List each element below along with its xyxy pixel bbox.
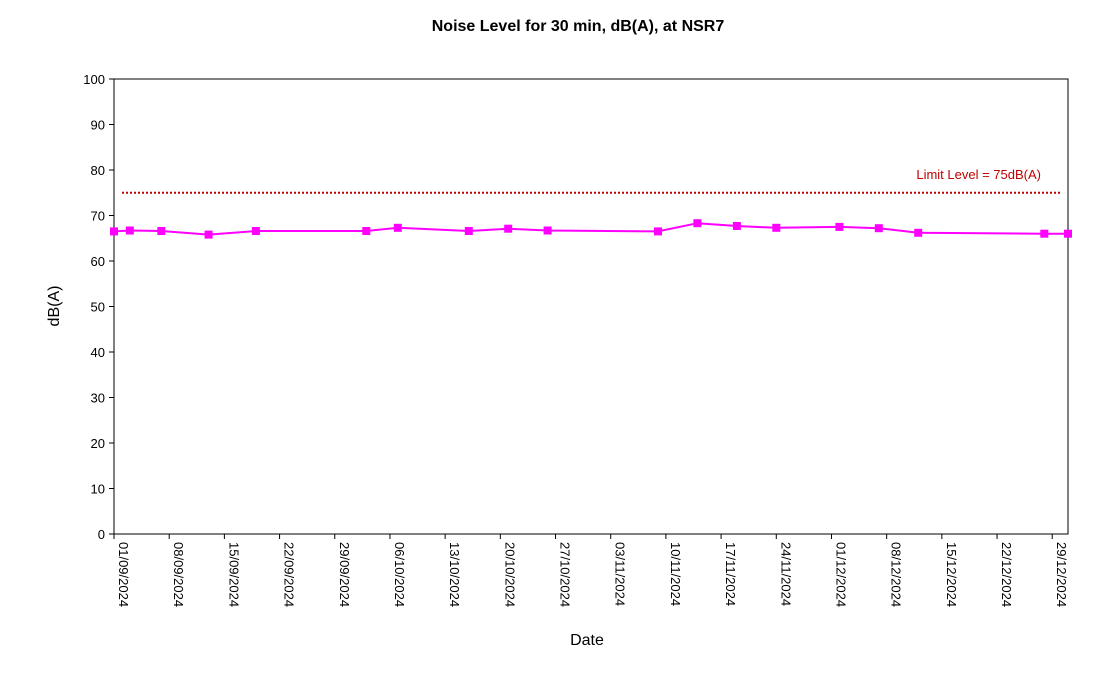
x-tick-label: 01/09/2024 <box>116 542 131 607</box>
data-point-marker <box>874 224 883 233</box>
x-tick-label: 06/10/2024 <box>392 542 407 607</box>
x-tick-label: 08/12/2024 <box>889 542 904 607</box>
plot-area <box>113 78 1069 535</box>
data-point-marker <box>835 222 844 231</box>
x-axis-label: Date <box>570 632 604 649</box>
y-tick-label: 30 <box>91 391 105 406</box>
data-point-marker <box>543 226 552 235</box>
y-tick-label: 80 <box>91 163 105 178</box>
x-tick-label: 29/12/2024 <box>1054 542 1069 607</box>
y-tick-label: 60 <box>91 254 105 269</box>
data-point-marker <box>732 222 741 230</box>
data-point-marker <box>693 219 702 228</box>
x-tick-label: 29/09/2024 <box>337 542 352 607</box>
x-tick-label: 27/10/2024 <box>558 542 573 607</box>
data-point-marker <box>251 227 260 235</box>
data-point-marker <box>204 230 213 239</box>
x-tick-label: 24/11/2024 <box>778 542 793 606</box>
x-tick-label: 20/10/2024 <box>502 542 517 607</box>
y-tick-label: 0 <box>98 527 105 542</box>
y-tick-label: 70 <box>91 209 105 224</box>
x-tick-label: 17/11/2024 <box>723 542 738 606</box>
x-tick-label: 15/12/2024 <box>944 542 959 607</box>
y-axis-label: dB(A) <box>46 286 63 327</box>
data-point-marker <box>393 223 402 232</box>
data-point-marker <box>772 223 781 232</box>
data-point-marker <box>362 227 371 235</box>
x-tick-label: 01/12/2024 <box>833 542 848 607</box>
data-point-marker <box>464 227 473 235</box>
data-point-marker <box>914 228 923 237</box>
data-point-marker <box>157 227 166 235</box>
limit-level-label: Limit Level = 75dB(A) <box>916 167 1041 182</box>
x-tick-label: 22/12/2024 <box>999 542 1014 607</box>
chart-title: Noise Level for 30 min, dB(A), at NSR7 <box>432 18 725 35</box>
y-axis: 0 10 20 30 40 50 60 70 80 90 100 <box>83 72 114 542</box>
y-tick-label: 10 <box>91 482 105 497</box>
x-tick-label: 03/11/2024 <box>613 542 628 606</box>
y-tick-label: 40 <box>91 345 105 360</box>
y-tick-label: 90 <box>91 118 105 133</box>
data-point-marker <box>110 227 118 236</box>
x-tick-label: 10/11/2024 <box>668 542 683 606</box>
noise-series <box>110 219 1072 239</box>
x-tick-label: 13/10/2024 <box>447 542 462 607</box>
data-point-marker <box>1040 229 1049 238</box>
data-point-marker <box>1064 229 1072 238</box>
x-tick-label: 15/09/2024 <box>226 542 241 607</box>
x-axis: 01/09/2024 08/09/2024 15/09/2024 22/09/2024… <box>113 534 1069 607</box>
x-tick-label: 22/09/2024 <box>282 542 297 607</box>
data-point-marker <box>654 227 662 236</box>
y-tick-label: 50 <box>91 300 105 315</box>
y-tick-label: 20 <box>91 436 105 451</box>
data-point-marker <box>504 224 513 233</box>
data-point-marker <box>125 226 134 235</box>
x-tick-label: 08/09/2024 <box>171 542 186 607</box>
y-tick-label: 100 <box>83 72 105 87</box>
